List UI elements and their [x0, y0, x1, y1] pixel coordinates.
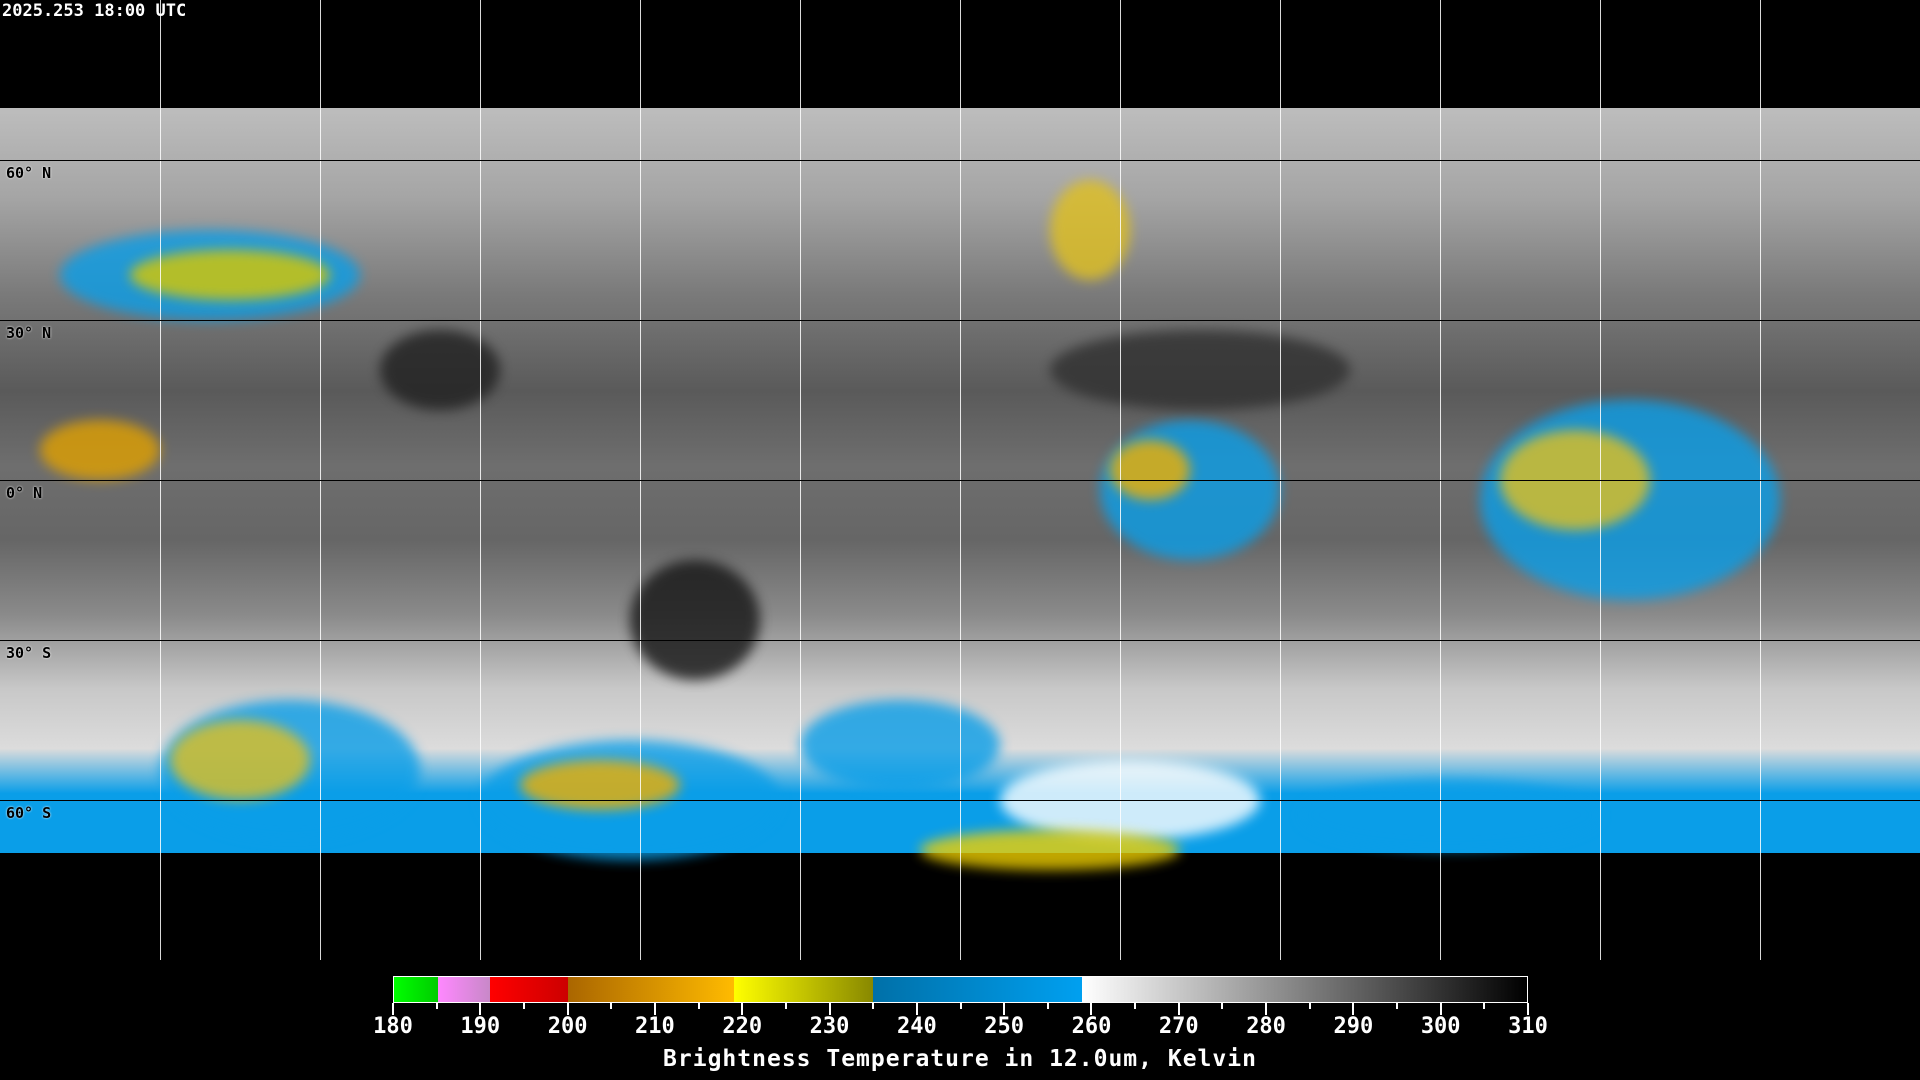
colorbar-tick [435, 1003, 438, 1009]
cloud-feature [170, 720, 310, 800]
latitude-label: 60° S [6, 804, 52, 822]
colorbar-tick [479, 1003, 482, 1015]
cloud-feature [380, 330, 500, 410]
cloud-feature [1050, 330, 1350, 410]
latitude-label: 0° N [6, 484, 43, 502]
colorbar-tick [566, 1003, 569, 1015]
colorbar-tick [1003, 1003, 1006, 1015]
colorbar-tick [653, 1003, 656, 1015]
colorbar-tick [392, 1003, 394, 1015]
colorbar-tick [1265, 1003, 1268, 1015]
cloud-feature [40, 420, 160, 480]
colorbar-tick [1221, 1003, 1224, 1009]
colorbar-segment [733, 977, 874, 1002]
colorbar-tick-label: 250 [984, 1014, 1025, 1039]
colorbar-segment [489, 977, 569, 1002]
parallel-line [0, 160, 1920, 161]
colorbar-title: Brightness Temperature in 12.0um, Kelvin [663, 1046, 1257, 1072]
colorbar-tick [741, 1003, 744, 1015]
parallel-line [0, 800, 1920, 801]
colorbar-tick [1177, 1003, 1180, 1015]
cloud-feature [1050, 180, 1130, 280]
colorbar-tick [1090, 1003, 1093, 1015]
colorbar-tick [784, 1003, 787, 1009]
colorbar-segment [568, 977, 734, 1002]
colorbar-tick-label: 220 [722, 1014, 763, 1039]
colorbar-tick [872, 1003, 875, 1009]
colorbar-tick [697, 1003, 700, 1009]
satellite-map: 60° N 30° N 0° N 30° S 60° S [0, 0, 1920, 960]
colorbar-segment [873, 977, 1083, 1002]
colorbar-tick-label: 190 [460, 1014, 501, 1039]
colorbar-tick-label: 300 [1420, 1014, 1461, 1039]
parallel-line [0, 640, 1920, 641]
colorbar-tick [1046, 1003, 1049, 1009]
colorbar-tick-label: 270 [1158, 1014, 1199, 1039]
colorbar-tick-label: 200 [547, 1014, 588, 1039]
colorbar-tick-label: 240 [896, 1014, 937, 1039]
colorbar-tick-label: 180 [373, 1014, 413, 1039]
cloud-feature [630, 560, 760, 680]
colorbar-tick [915, 1003, 918, 1015]
colorbar-segment [437, 977, 490, 1002]
colorbar-tick-label: 260 [1071, 1014, 1112, 1039]
colorbar-tick [1134, 1003, 1137, 1009]
cloud-feature [1110, 440, 1190, 500]
colorbar-tick-label: 280 [1246, 1014, 1286, 1039]
colorbar-tick-label: 230 [809, 1014, 850, 1039]
cloud-feature [520, 760, 680, 810]
cloud-feature [920, 830, 1180, 870]
colorbar-segment [394, 977, 438, 1002]
colorbar-tick-label: 310 [1508, 1014, 1548, 1039]
latitude-label: 60° N [6, 164, 52, 182]
cloud-feature [1300, 780, 1600, 850]
parallel-line [0, 320, 1920, 321]
colorbar-tick [1439, 1003, 1442, 1015]
cloud-feature [800, 700, 1000, 790]
colorbar-tick [1483, 1003, 1486, 1009]
cloud-feature [130, 250, 330, 300]
timestamp: 2025.253 18:00 UTC [2, 1, 187, 21]
parallel-line [0, 480, 1920, 481]
colorbar-tick [1396, 1003, 1399, 1009]
colorbar-tick-label: 290 [1333, 1014, 1374, 1039]
colorbar-tick [828, 1003, 831, 1015]
colorbar-tick [610, 1003, 613, 1009]
colorbar-tick [1527, 1003, 1529, 1015]
colorbar-tick [522, 1003, 525, 1009]
colorbar-tick [959, 1003, 962, 1009]
colorbar-tick [1352, 1003, 1355, 1015]
latitude-label: 30° N [6, 324, 52, 342]
colorbar-tick [1308, 1003, 1311, 1009]
colorbar-segment [1082, 977, 1527, 1002]
latitude-label: 30° S [6, 644, 52, 662]
colorbar-tick-label: 210 [635, 1014, 675, 1039]
colorbar [393, 976, 1528, 1003]
